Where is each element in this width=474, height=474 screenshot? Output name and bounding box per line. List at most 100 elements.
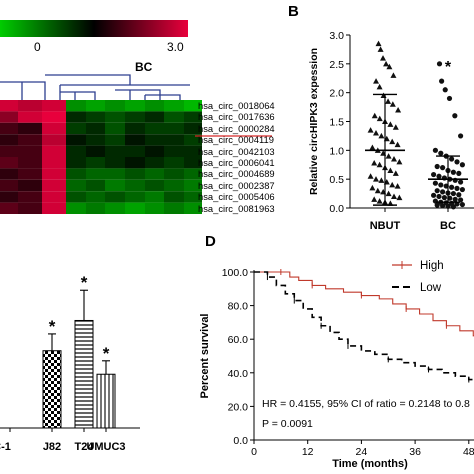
heatmap-cell [145, 134, 164, 146]
bc-point [458, 133, 464, 139]
heatmap-cell [184, 157, 202, 169]
heatmap-cell [164, 168, 184, 180]
bc-point [432, 147, 438, 153]
colorbar-mid-label: 0 [34, 40, 41, 54]
bc-point [459, 186, 465, 193]
panel-c-significance: * [103, 344, 110, 363]
nbut-point [391, 155, 397, 162]
nbut-point [396, 158, 403, 165]
nbut-point [392, 170, 399, 176]
panel-d-letter: D [205, 233, 216, 250]
nbut-point [389, 181, 396, 188]
panel-b-x-tick-label: BC [440, 220, 456, 232]
panel-d-y-tick-label: 20.0 [228, 401, 249, 413]
heatmap-cell [125, 191, 145, 203]
survival-curve-low [254, 271, 474, 381]
heatmap-cell [86, 168, 105, 180]
heatmap-cell [184, 191, 202, 203]
bc-point [439, 78, 445, 84]
heatmap-cell [145, 145, 164, 157]
heatmap-cell [42, 202, 66, 214]
panel-d-y-label: Percent survival [199, 314, 211, 399]
bc-point [431, 171, 437, 178]
heatmap-cell [105, 168, 125, 180]
heatmap-cell [184, 168, 202, 180]
heatmap-cell [125, 168, 145, 180]
heatmap-cell [0, 168, 18, 180]
heatmap-cell [164, 191, 184, 203]
heatmap-cell [66, 179, 86, 192]
heatmap-cell [184, 111, 202, 123]
nbut-point [373, 176, 379, 182]
heatmap-cell [86, 100, 105, 112]
heatmap-cell [42, 111, 66, 123]
heatmap-cell [145, 191, 164, 203]
panel-c-x-tick-label: J82 [43, 441, 61, 453]
nbut-point [369, 184, 376, 191]
panel-d-x-tick-label: 36 [409, 446, 421, 458]
heatmap-cell [184, 179, 202, 192]
heatmap-cell [105, 100, 125, 112]
heatmap-cell [164, 100, 184, 112]
bc-point [454, 159, 460, 165]
bc-point [456, 192, 462, 198]
bc-point [450, 169, 456, 175]
heatmap-cell [184, 122, 202, 135]
heatmap-cell [105, 145, 125, 157]
nbut-point [378, 132, 385, 139]
bc-point [456, 170, 462, 176]
heatmap-cell [105, 122, 125, 135]
bc-point [440, 203, 446, 209]
group-label-bc: BC [135, 60, 153, 74]
heatmap-cell [125, 122, 145, 135]
bc-point [459, 201, 465, 208]
panel-d-y-tick-label: 0.0 [233, 435, 248, 447]
row-label: hsa_circ_0042103 [198, 145, 275, 157]
bc-point [442, 87, 448, 93]
heatmap-cell [66, 191, 86, 203]
heatmap-cell [42, 191, 66, 203]
nbut-point [373, 78, 380, 84]
heatmap-cell [125, 202, 145, 214]
heatmap-cell [42, 145, 66, 157]
nbut-point [394, 141, 401, 148]
nbut-point [376, 198, 383, 204]
row-label: hsa_circ_0006041 [198, 156, 275, 168]
nbut-point [367, 173, 374, 179]
panel-b-y-tick-label: 0.0 [329, 203, 344, 215]
nbut-point [376, 83, 383, 90]
nbut-point [386, 63, 393, 70]
heatmap-cell [66, 145, 86, 157]
nbut-point [394, 183, 401, 189]
row-label: hsa_circ_0002387 [198, 179, 275, 191]
nbut-point [376, 161, 383, 168]
heatmap-cell [145, 179, 164, 192]
heatmap-cell [66, 122, 86, 135]
nbut-point [385, 153, 392, 159]
heatmap-cell [145, 111, 164, 123]
heatmap-cell [86, 157, 105, 169]
nbut-point [383, 60, 390, 67]
row-label: hsa_circ_0018064 [198, 100, 275, 111]
bc-point [449, 156, 455, 162]
panel-d-x-tick-label: 48 [463, 446, 474, 458]
row-label: hsa_circ_0004119 [198, 134, 274, 146]
nbut-point [387, 167, 394, 174]
panel-c-significance: * [49, 317, 56, 336]
row-label: hsa_circ_0005406 [198, 191, 275, 203]
panel-b-letter: B [288, 3, 299, 20]
heatmap-cell [0, 100, 18, 112]
heatmap-cell [105, 202, 125, 214]
heatmap-cell [105, 134, 125, 146]
nbut-point [389, 101, 396, 107]
nbut-point [371, 196, 378, 202]
heatmap-cell [18, 100, 42, 112]
bc-point [452, 113, 458, 119]
bc-point [434, 163, 440, 170]
heatmap-cell [105, 191, 125, 203]
bc-point [458, 197, 464, 203]
nbut-point [390, 72, 397, 78]
bc-point [440, 165, 446, 171]
